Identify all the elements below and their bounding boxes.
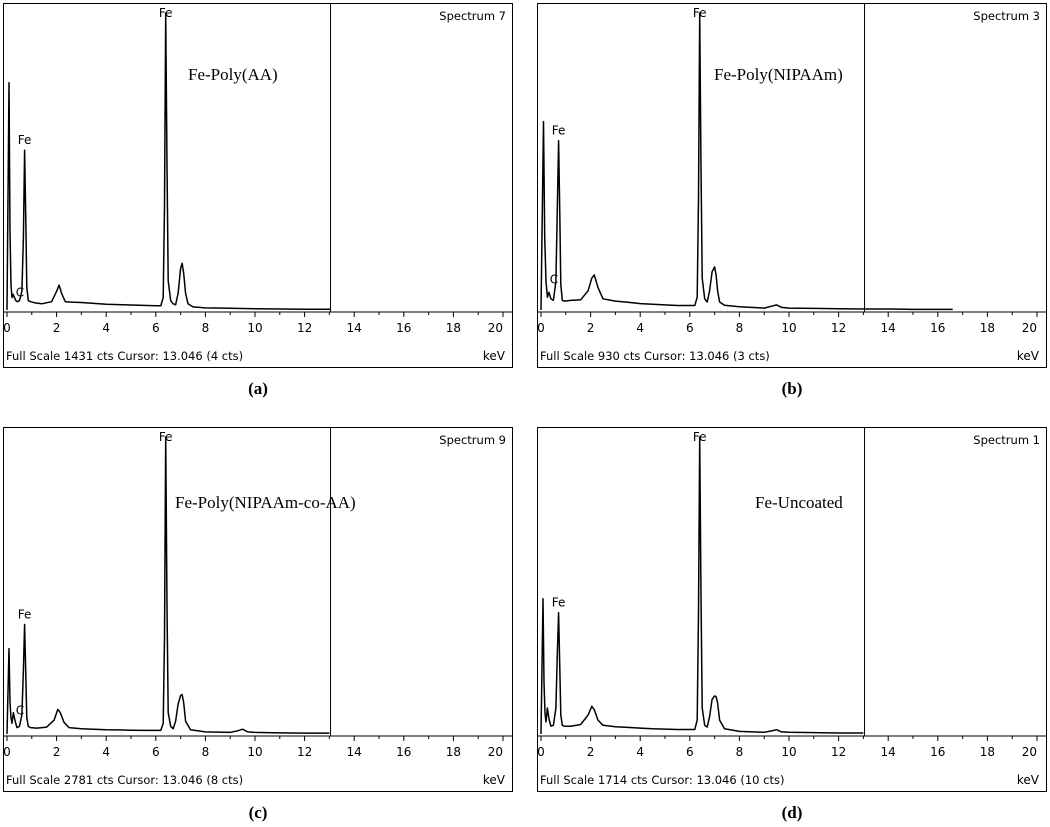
x-tick-label: 8 <box>736 321 744 335</box>
peak-label: Fe <box>159 6 173 20</box>
spectrum-chart-d: Spectrum 1 Fe-Uncoated Full Scale 1714 c… <box>537 427 1047 792</box>
peak-label: Fe <box>693 430 707 444</box>
x-tick-label: 2 <box>53 745 61 759</box>
x-tick-label: 8 <box>202 745 210 759</box>
spectrum-label: Spectrum 3 <box>973 9 1040 23</box>
x-tick-label: 2 <box>587 321 595 335</box>
x-tick-label: 10 <box>781 745 796 759</box>
spectrum-panel-d: Spectrum 1 Fe-Uncoated Full Scale 1714 c… <box>537 427 1047 792</box>
x-tick-label: 20 <box>488 745 503 759</box>
panel-caption-b: (b) <box>781 379 803 398</box>
spectrum-label: Spectrum 9 <box>439 433 506 447</box>
spectrum-label: Spectrum 7 <box>439 9 506 23</box>
unit-label: keV <box>483 773 506 787</box>
spectrum-trace <box>540 12 953 311</box>
x-tick-label: 14 <box>881 321 896 335</box>
peak-label: C <box>16 285 24 299</box>
spectrum-panel-a: Spectrum 7 Fe-Poly(AA) Full Scale 1431 c… <box>3 3 513 368</box>
unit-label: keV <box>1017 349 1040 363</box>
unit-label: keV <box>483 349 506 363</box>
peak-label: Fe <box>552 596 566 610</box>
sample-label: Fe-Uncoated <box>755 493 843 512</box>
spectrum-label: Spectrum 1 <box>973 433 1040 447</box>
spectrum-panel-c: Spectrum 9 Fe-Poly(NIPAAm-co-AA) Full Sc… <box>3 427 513 792</box>
sample-label: Fe-Poly(AA) <box>188 65 278 84</box>
x-tick-label: 4 <box>636 321 644 335</box>
x-tick-label: 16 <box>930 745 945 759</box>
status-readout: Full Scale 930 cts Cursor: 13.046 (3 cts… <box>540 349 770 363</box>
x-tick-label: 18 <box>980 321 995 335</box>
x-tick-label: 10 <box>781 321 796 335</box>
x-tick-label: 12 <box>831 745 846 759</box>
peak-label: Fe <box>552 124 566 138</box>
spectrum-chart-c: Spectrum 9 Fe-Poly(NIPAAm-co-AA) Full Sc… <box>3 427 513 792</box>
peak-label: Fe <box>18 608 32 622</box>
panel-caption-d: (d) <box>781 803 803 822</box>
spectrum-trace <box>6 12 331 311</box>
plot-frame <box>537 3 1047 368</box>
x-tick-label: 14 <box>881 745 896 759</box>
x-tick-label: 12 <box>297 745 312 759</box>
x-tick-label: 6 <box>686 321 694 335</box>
x-tick-label: 4 <box>102 745 110 759</box>
x-tick-label: 12 <box>297 321 312 335</box>
x-tick-label: 0 <box>3 745 11 759</box>
peak-label: Fe <box>159 430 173 444</box>
spectrum-chart-a: Spectrum 7 Fe-Poly(AA) Full Scale 1431 c… <box>3 3 513 368</box>
peak-label: C <box>550 272 558 286</box>
sample-label: Fe-Poly(NIPAAm-co-AA) <box>175 493 356 512</box>
x-tick-label: 8 <box>736 745 744 759</box>
x-tick-label: 8 <box>202 321 210 335</box>
x-tick-label: 18 <box>446 321 461 335</box>
x-tick-label: 4 <box>636 745 644 759</box>
x-tick-label: 20 <box>1022 321 1037 335</box>
peak-label: Fe <box>693 6 707 20</box>
status-readout: Full Scale 2781 cts Cursor: 13.046 (8 ct… <box>6 773 243 787</box>
sample-label: Fe-Poly(NIPAAm) <box>714 65 843 84</box>
plot-frame <box>3 3 513 368</box>
x-tick-label: 14 <box>347 745 362 759</box>
plot-frame <box>3 427 513 792</box>
panel-caption-c: (c) <box>248 803 268 822</box>
x-tick-label: 16 <box>396 745 411 759</box>
status-readout: Full Scale 1714 cts Cursor: 13.046 (10 c… <box>540 773 784 787</box>
x-tick-label: 0 <box>537 321 545 335</box>
x-tick-label: 16 <box>930 321 945 335</box>
peak-label: C <box>16 704 24 718</box>
x-tick-label: 20 <box>488 321 503 335</box>
status-readout: Full Scale 1431 cts Cursor: 13.046 (4 ct… <box>6 349 243 363</box>
panel-caption-a: (a) <box>248 379 268 398</box>
x-tick-label: 0 <box>537 745 545 759</box>
x-tick-label: 2 <box>53 321 61 335</box>
spectrum-chart-b: Spectrum 3 Fe-Poly(NIPAAm) Full Scale 93… <box>537 3 1047 368</box>
spectrum-trace <box>6 436 330 735</box>
x-tick-label: 2 <box>587 745 595 759</box>
x-tick-label: 16 <box>396 321 411 335</box>
x-tick-label: 0 <box>3 321 11 335</box>
spectrum-panel-b: Spectrum 3 Fe-Poly(NIPAAm) Full Scale 93… <box>537 3 1047 368</box>
x-tick-label: 10 <box>247 321 262 335</box>
x-tick-label: 18 <box>980 745 995 759</box>
x-tick-label: 4 <box>102 321 110 335</box>
x-tick-label: 6 <box>152 745 160 759</box>
x-tick-label: 12 <box>831 321 846 335</box>
x-tick-label: 6 <box>152 321 160 335</box>
plot-frame <box>537 427 1047 792</box>
x-tick-label: 14 <box>347 321 362 335</box>
x-tick-label: 20 <box>1022 745 1037 759</box>
spectrum-trace <box>540 436 864 735</box>
x-tick-label: 10 <box>247 745 262 759</box>
peak-label: Fe <box>18 133 32 147</box>
x-tick-label: 6 <box>686 745 694 759</box>
x-tick-label: 18 <box>446 745 461 759</box>
unit-label: keV <box>1017 773 1040 787</box>
